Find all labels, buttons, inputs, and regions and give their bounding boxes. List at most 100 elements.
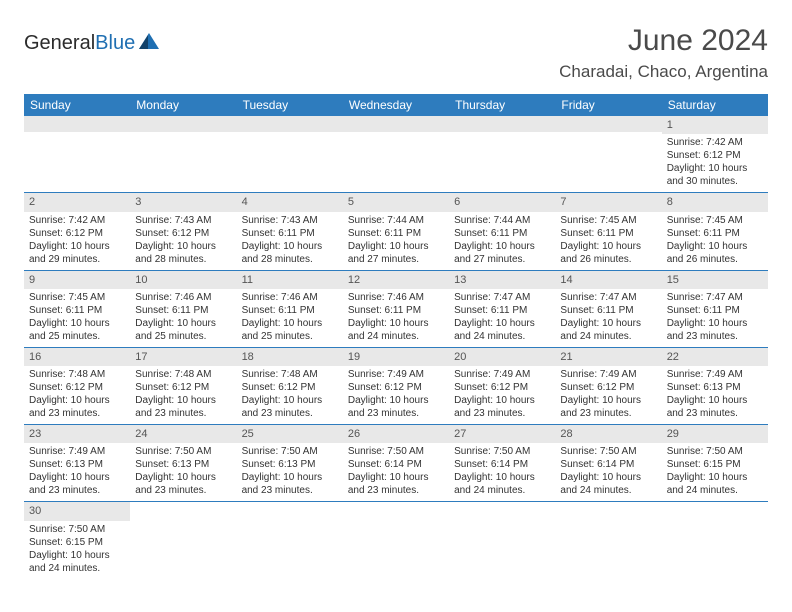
sunrise-line: Sunrise: 7:49 AM	[667, 368, 763, 381]
sunset-line: Sunset: 6:11 PM	[242, 227, 338, 240]
logo: GeneralBlue	[24, 24, 161, 55]
day-content: Sunrise: 7:50 AMSunset: 6:15 PMDaylight:…	[662, 443, 768, 501]
day-header: Saturday	[662, 94, 768, 116]
calendar-day-cell: 13Sunrise: 7:47 AMSunset: 6:11 PMDayligh…	[449, 270, 555, 347]
calendar-day-cell: 27Sunrise: 7:50 AMSunset: 6:14 PMDayligh…	[449, 425, 555, 502]
sunrise-line: Sunrise: 7:49 AM	[560, 368, 656, 381]
daylight-line: Daylight: 10 hours and 24 minutes.	[348, 317, 444, 343]
day-number: 22	[662, 348, 768, 366]
sunset-line: Sunset: 6:12 PM	[242, 381, 338, 394]
sunset-line: Sunset: 6:11 PM	[454, 304, 550, 317]
calendar-day-cell	[130, 116, 236, 193]
calendar-day-cell: 12Sunrise: 7:46 AMSunset: 6:11 PMDayligh…	[343, 270, 449, 347]
day-number: 10	[130, 271, 236, 289]
day-number: 2	[24, 193, 130, 211]
location: Charadai, Chaco, Argentina	[559, 62, 768, 82]
calendar-day-cell: 8Sunrise: 7:45 AMSunset: 6:11 PMDaylight…	[662, 193, 768, 270]
calendar-day-cell: 9Sunrise: 7:45 AMSunset: 6:11 PMDaylight…	[24, 270, 130, 347]
day-content: Sunrise: 7:43 AMSunset: 6:12 PMDaylight:…	[130, 212, 236, 270]
day-number: 11	[237, 271, 343, 289]
day-content: Sunrise: 7:45 AMSunset: 6:11 PMDaylight:…	[662, 212, 768, 270]
sunset-line: Sunset: 6:14 PM	[454, 458, 550, 471]
day-header: Sunday	[24, 94, 130, 116]
sunset-line: Sunset: 6:11 PM	[454, 227, 550, 240]
sunrise-line: Sunrise: 7:50 AM	[560, 445, 656, 458]
daylight-line: Daylight: 10 hours and 25 minutes.	[29, 317, 125, 343]
sunset-line: Sunset: 6:15 PM	[667, 458, 763, 471]
daylight-line: Daylight: 10 hours and 24 minutes.	[29, 549, 125, 575]
sunset-line: Sunset: 6:13 PM	[29, 458, 125, 471]
calendar-day-cell	[130, 502, 236, 579]
daylight-line: Daylight: 10 hours and 28 minutes.	[135, 240, 231, 266]
daylight-line: Daylight: 10 hours and 26 minutes.	[560, 240, 656, 266]
day-number: 4	[237, 193, 343, 211]
day-number: 18	[237, 348, 343, 366]
day-number: 30	[24, 502, 130, 520]
day-number: 19	[343, 348, 449, 366]
day-number: 28	[555, 425, 661, 443]
day-content: Sunrise: 7:50 AMSunset: 6:15 PMDaylight:…	[24, 521, 130, 579]
calendar-day-cell: 17Sunrise: 7:48 AMSunset: 6:12 PMDayligh…	[130, 347, 236, 424]
sunrise-line: Sunrise: 7:43 AM	[135, 214, 231, 227]
calendar-day-cell: 6Sunrise: 7:44 AMSunset: 6:11 PMDaylight…	[449, 193, 555, 270]
day-number: 27	[449, 425, 555, 443]
sunset-line: Sunset: 6:12 PM	[348, 381, 444, 394]
day-number-empty	[130, 116, 236, 132]
daylight-line: Daylight: 10 hours and 25 minutes.	[135, 317, 231, 343]
daylight-line: Daylight: 10 hours and 23 minutes.	[348, 394, 444, 420]
calendar-week-row: 2Sunrise: 7:42 AMSunset: 6:12 PMDaylight…	[24, 193, 768, 270]
day-number: 5	[343, 193, 449, 211]
daylight-line: Daylight: 10 hours and 23 minutes.	[348, 471, 444, 497]
sunset-line: Sunset: 6:13 PM	[135, 458, 231, 471]
day-number: 12	[343, 271, 449, 289]
calendar-day-cell: 2Sunrise: 7:42 AMSunset: 6:12 PMDaylight…	[24, 193, 130, 270]
calendar-header-row: SundayMondayTuesdayWednesdayThursdayFrid…	[24, 94, 768, 116]
sunrise-line: Sunrise: 7:48 AM	[135, 368, 231, 381]
calendar-day-cell	[662, 502, 768, 579]
sunrise-line: Sunrise: 7:44 AM	[454, 214, 550, 227]
calendar-day-cell	[449, 502, 555, 579]
calendar-day-cell	[555, 502, 661, 579]
calendar-day-cell: 20Sunrise: 7:49 AMSunset: 6:12 PMDayligh…	[449, 347, 555, 424]
sunrise-line: Sunrise: 7:45 AM	[667, 214, 763, 227]
sunrise-line: Sunrise: 7:50 AM	[667, 445, 763, 458]
logo-word-1: General	[24, 32, 95, 54]
sunset-line: Sunset: 6:12 PM	[135, 227, 231, 240]
calendar-day-cell: 3Sunrise: 7:43 AMSunset: 6:12 PMDaylight…	[130, 193, 236, 270]
sunset-line: Sunset: 6:15 PM	[29, 536, 125, 549]
month-title: June 2024	[559, 24, 768, 58]
day-number: 16	[24, 348, 130, 366]
day-content: Sunrise: 7:43 AMSunset: 6:11 PMDaylight:…	[237, 212, 343, 270]
logo-text: GeneralBlue	[24, 32, 135, 55]
calendar-day-cell: 25Sunrise: 7:50 AMSunset: 6:13 PMDayligh…	[237, 425, 343, 502]
day-content: Sunrise: 7:45 AMSunset: 6:11 PMDaylight:…	[24, 289, 130, 347]
sunset-line: Sunset: 6:11 PM	[560, 304, 656, 317]
sunrise-line: Sunrise: 7:50 AM	[135, 445, 231, 458]
daylight-line: Daylight: 10 hours and 23 minutes.	[135, 471, 231, 497]
day-number: 6	[449, 193, 555, 211]
sunset-line: Sunset: 6:13 PM	[242, 458, 338, 471]
daylight-line: Daylight: 10 hours and 23 minutes.	[242, 394, 338, 420]
day-content: Sunrise: 7:50 AMSunset: 6:14 PMDaylight:…	[555, 443, 661, 501]
day-content: Sunrise: 7:49 AMSunset: 6:12 PMDaylight:…	[343, 366, 449, 424]
day-content: Sunrise: 7:50 AMSunset: 6:13 PMDaylight:…	[237, 443, 343, 501]
sunrise-line: Sunrise: 7:47 AM	[667, 291, 763, 304]
daylight-line: Daylight: 10 hours and 27 minutes.	[348, 240, 444, 266]
day-content: Sunrise: 7:44 AMSunset: 6:11 PMDaylight:…	[343, 212, 449, 270]
sunset-line: Sunset: 6:11 PM	[348, 227, 444, 240]
sunset-line: Sunset: 6:12 PM	[29, 381, 125, 394]
day-number-empty	[237, 116, 343, 132]
day-content: Sunrise: 7:47 AMSunset: 6:11 PMDaylight:…	[555, 289, 661, 347]
sunset-line: Sunset: 6:14 PM	[348, 458, 444, 471]
day-number: 23	[24, 425, 130, 443]
calendar-day-cell: 11Sunrise: 7:46 AMSunset: 6:11 PMDayligh…	[237, 270, 343, 347]
sunset-line: Sunset: 6:12 PM	[29, 227, 125, 240]
day-number: 26	[343, 425, 449, 443]
day-number: 24	[130, 425, 236, 443]
daylight-line: Daylight: 10 hours and 23 minutes.	[29, 471, 125, 497]
daylight-line: Daylight: 10 hours and 23 minutes.	[667, 317, 763, 343]
day-number: 25	[237, 425, 343, 443]
day-number: 9	[24, 271, 130, 289]
sunrise-line: Sunrise: 7:50 AM	[454, 445, 550, 458]
calendar-body: 1Sunrise: 7:42 AMSunset: 6:12 PMDaylight…	[24, 116, 768, 579]
